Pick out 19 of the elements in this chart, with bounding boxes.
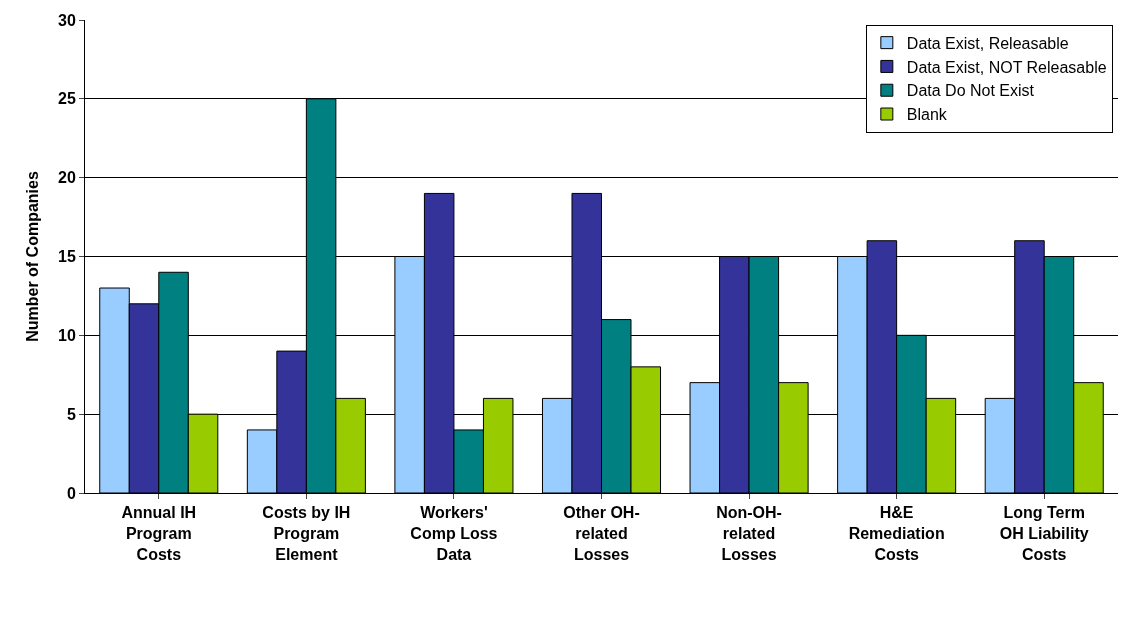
y-tick-label: 15 — [58, 248, 76, 266]
x-tick-label: Long Term OH Liability Costs — [999, 504, 1089, 563]
y-tick-label: 25 — [58, 90, 76, 108]
y-tick-label: 0 — [66, 484, 76, 502]
y-axis-title: Number of Companies — [23, 171, 41, 342]
y-tick-label: 30 — [58, 11, 76, 29]
x-tick-label: Workers' Comp Loss Data — [410, 504, 498, 563]
legend-label: Data Do Not Exist — [906, 82, 1035, 100]
legend-label: Blank — [906, 106, 948, 124]
x-tick-label: H&E Remediation Costs — [848, 504, 945, 563]
y-tick-label: 20 — [58, 169, 76, 187]
x-tick-label: Other OH- related Losses — [563, 504, 640, 563]
x-tick-label: Non-OH- related Losses — [716, 504, 782, 563]
y-tick-label: 5 — [66, 405, 76, 423]
y-tick-label: 10 — [58, 326, 76, 344]
legend-label: Data Exist, NOT Releasable — [906, 58, 1107, 76]
x-tick-label: Annual IH Program Costs — [121, 504, 197, 563]
legend-label: Data Exist, Releasable — [906, 34, 1069, 52]
x-tick-label: Costs by IH Program Element — [262, 504, 351, 563]
